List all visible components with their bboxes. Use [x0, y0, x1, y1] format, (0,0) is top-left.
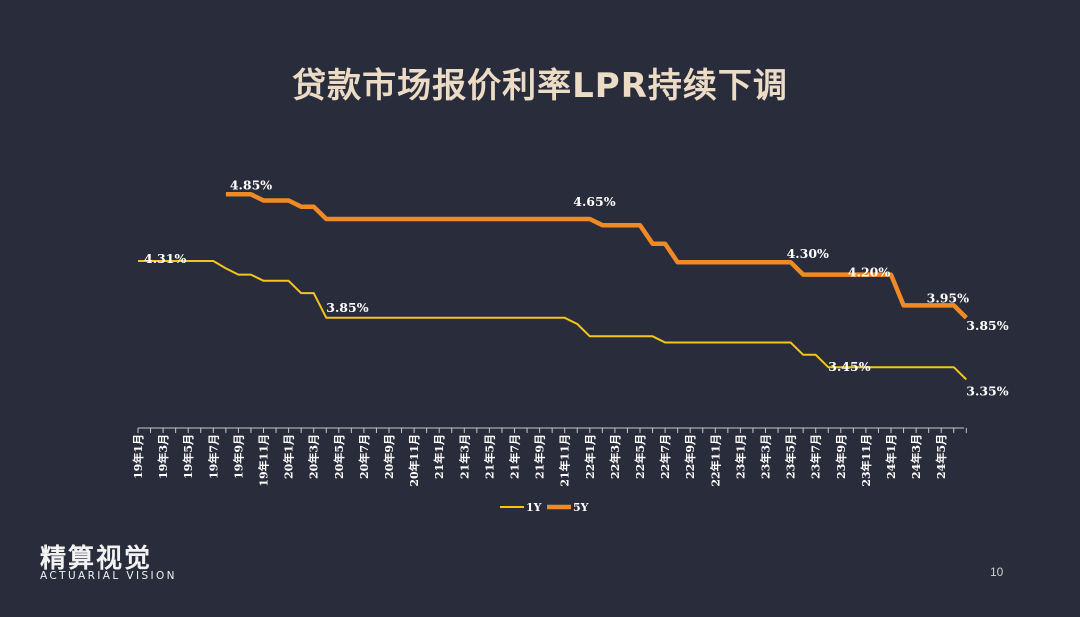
x-tick-label: 19年3月 [156, 434, 170, 479]
page-title: 贷款市场报价利率LPR持续下调 [292, 66, 788, 106]
x-tick-label: 22年11月 [708, 434, 722, 487]
x-tick-label: 23年7月 [809, 434, 823, 479]
x-tick-label: 20年7月 [357, 434, 371, 479]
x-tick-label: 19年5月 [181, 434, 195, 479]
x-tick-label: 22年7月 [658, 434, 672, 479]
x-tick-label: 20年9月 [382, 434, 396, 479]
x-tick-label: 23年1月 [733, 434, 747, 479]
series-line-5y [225, 192, 968, 320]
x-tick-label: 24年1月 [884, 434, 898, 479]
x-axis-ticks: 19年1月 19年3月 19年5月 19年7月 19年9月 19年11月 20年1月 20年3… [131, 428, 967, 487]
x-tick-label: 23年5月 [784, 434, 798, 479]
x-tick-label: 21年1月 [432, 434, 446, 479]
x-tick-label: 20年1月 [282, 434, 296, 479]
data-label-1y: 3.35% [966, 384, 1008, 399]
legend: 1Y 5Y [500, 501, 589, 514]
data-label-5y: 3.95% [927, 290, 969, 305]
data-label-1y: 3.45% [828, 359, 870, 374]
x-tick-label: 22年3月 [608, 434, 622, 479]
data-label-5y: 3.85% [966, 318, 1008, 333]
legend-label-1y: 1Y [526, 501, 542, 514]
data-label-1y: 4.31% [144, 251, 186, 266]
x-tick-label: 19年1月 [131, 434, 145, 479]
x-tick-label: 21年5月 [482, 434, 496, 479]
page-number: 10 [990, 565, 1004, 579]
brand-logo-en: ACTUARIAL VISION [40, 570, 177, 582]
x-tick-label: 23年9月 [834, 434, 848, 479]
x-tick-label: 19年9月 [231, 434, 245, 479]
data-label-5y: 4.20% [848, 265, 890, 280]
x-tick-label: 21年7月 [508, 434, 522, 479]
brand-logo-cn: 精算视觉 [40, 544, 153, 574]
x-tick-label: 20年5月 [332, 434, 346, 479]
data-label-1y: 3.85% [326, 300, 368, 315]
x-tick-label: 23年11月 [859, 434, 873, 487]
x-tick-label: 19年11月 [257, 434, 271, 487]
x-tick-label: 20年3月 [307, 434, 321, 479]
x-tick-label: 24年5月 [934, 434, 948, 479]
x-tick-label: 21年9月 [533, 434, 547, 479]
x-tick-label: 21年3月 [457, 434, 471, 479]
series-line-1y [138, 260, 968, 381]
data-label-5y: 4.65% [573, 194, 615, 209]
x-tick-label: 24年3月 [909, 434, 923, 479]
data-label-5y: 4.30% [787, 246, 829, 261]
legend-label-5y: 5Y [573, 501, 589, 514]
x-tick-label: 20年11月 [407, 434, 421, 487]
x-tick-label: 19年7月 [206, 434, 220, 479]
x-tick-label: 22年5月 [633, 434, 647, 479]
x-tick-label: 22年9月 [683, 434, 697, 479]
x-tick-label: 22年1月 [583, 434, 597, 479]
series-group [138, 192, 968, 381]
data-labels: 4.85% 4.65% 4.30% 4.20% 3.95% 3.85% 4.31% 3.85%… [144, 177, 1009, 398]
x-tick-label: 23年3月 [759, 434, 773, 479]
x-tick-label: 21年11月 [558, 434, 572, 487]
data-label-5y: 4.85% [230, 177, 272, 192]
